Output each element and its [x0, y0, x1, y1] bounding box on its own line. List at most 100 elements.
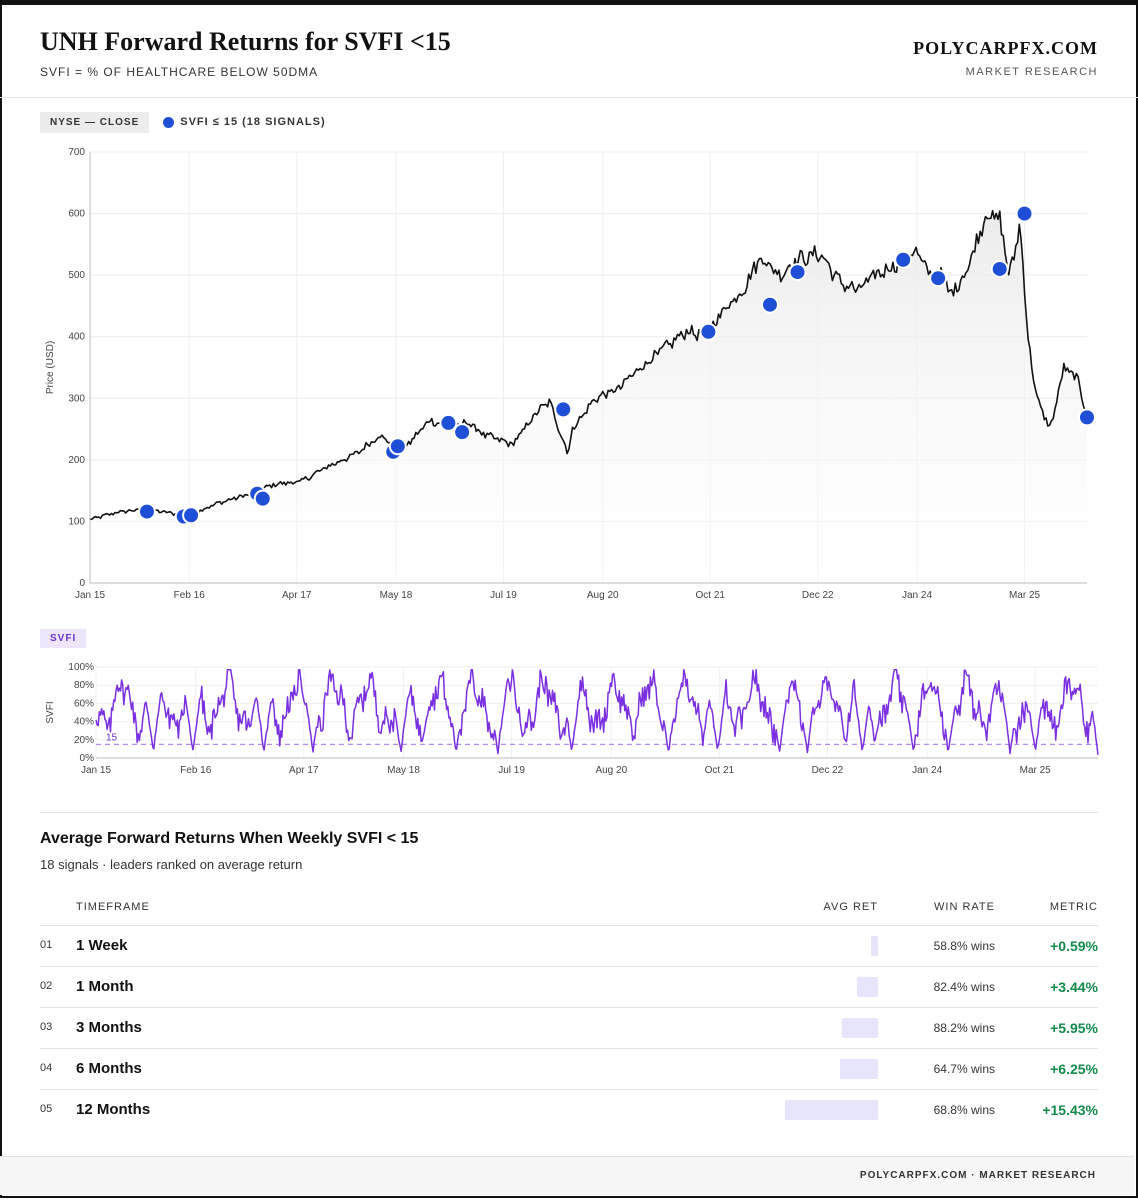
- price-x-tick-label: Aug 20: [587, 590, 619, 601]
- row-metric: +15.43%: [1042, 1102, 1098, 1118]
- svfi-y-axis-label: SVFI: [45, 701, 56, 723]
- row-timeframe: 12 Months: [76, 1101, 151, 1118]
- brand-tagline: MARKET RESEARCH: [965, 66, 1098, 78]
- avg-return-bar: [842, 1018, 878, 1038]
- table-row: 02 1 Month 82.4% wins +3.44%: [40, 966, 1098, 1008]
- signal-marker: [1015, 204, 1034, 223]
- signal-marker: [388, 437, 407, 456]
- page-footer: POLYCARPFX.COM · MARKET RESEARCH: [0, 1156, 1134, 1195]
- svfi-x-tick-label: Jan 15: [81, 765, 111, 776]
- signal-marker: [699, 322, 718, 341]
- avg-return-bar: [871, 936, 878, 956]
- signal-marker: [929, 269, 948, 288]
- svfi-x-tick-label: May 18: [387, 765, 420, 776]
- svfi-x-tick-label: Apr 17: [289, 765, 319, 776]
- row-win-rate: 64.7% wins: [933, 1062, 995, 1076]
- price-y-tick-label: 300: [68, 393, 85, 404]
- svfi-x-tick-label: Oct 21: [705, 765, 735, 776]
- price-y-tick-label: 100: [68, 516, 85, 527]
- row-index: 03: [40, 1021, 53, 1033]
- price-x-tick-label: Mar 25: [1009, 590, 1041, 601]
- price-x-tick-label: Apr 17: [282, 590, 312, 601]
- row-timeframe: 6 Months: [76, 1060, 142, 1077]
- svfi-chart: 15 0% 20% 40% 60% 80% 100% Jan 15 Feb 16 Apr 17 M…: [45, 662, 1099, 776]
- brand-name: POLYCARPFX.COM: [913, 38, 1098, 58]
- svfi-y-tick-label: 60%: [74, 698, 94, 709]
- row-index: 01: [40, 939, 53, 951]
- returns-table-subtitle: 18 signals · leaders ranked on average r…: [40, 857, 303, 872]
- price-x-tick-label: Oct 21: [696, 590, 726, 601]
- table-row: 01 1 Week 58.8% wins +0.59%: [40, 925, 1098, 967]
- row-win-rate: 82.4% wins: [933, 980, 995, 994]
- price-y-tick-label: 500: [68, 270, 85, 281]
- exchange-tag: NYSE — CLOSE: [40, 111, 150, 133]
- price-chart-legend: NYSE — CLOSE SVFI ≤ 15 (18 SIGNALS): [40, 110, 326, 134]
- column-header-avg-ret: AVG RET: [823, 901, 878, 913]
- table-row: 04 6 Months 64.7% wins +6.25%: [40, 1048, 1098, 1090]
- svfi-x-tick-label: Jul 19: [498, 765, 525, 776]
- column-header-win-rate: WIN RATE: [934, 901, 995, 913]
- column-header-timeframe: TIMEFRAME: [76, 901, 150, 913]
- price-x-tick-label: Feb 16: [174, 590, 206, 601]
- price-x-tick-label: Jan 24: [902, 590, 932, 601]
- svfi-y-tick-label: 100%: [68, 662, 94, 673]
- svfi-x-tick-label: Dec 22: [812, 765, 844, 776]
- row-win-rate: 58.8% wins: [933, 939, 995, 953]
- row-index: 04: [40, 1062, 53, 1074]
- svfi-x-tick-label: Aug 20: [595, 765, 627, 776]
- row-timeframe: 3 Months: [76, 1019, 142, 1036]
- row-timeframe: 1 Week: [76, 937, 128, 954]
- svfi-y-tick-label: 0%: [80, 753, 95, 764]
- signal-marker: [1078, 408, 1096, 427]
- price-y-tick-label: 700: [68, 147, 85, 158]
- price-x-tick-label: Jan 15: [75, 590, 105, 601]
- table-row: 03 3 Months 88.2% wins +5.95%: [40, 1007, 1098, 1049]
- signal-marker: [182, 506, 201, 525]
- table-row: 05 12 Months 68.8% wins +15.43%: [40, 1089, 1098, 1131]
- svfi-line: [95, 668, 1099, 755]
- row-win-rate: 68.8% wins: [933, 1103, 995, 1117]
- svfi-threshold-label: 15: [106, 732, 118, 743]
- page-subtitle: SVFI = % OF HEALTHCARE BELOW 50DMA: [40, 65, 319, 79]
- signal-marker: [253, 489, 272, 508]
- price-chart: 0 100 200 300 400 500 600 700 Jan 15 Feb 16 Apr 17…: [45, 147, 1096, 601]
- price-x-tick-label: Jul 19: [490, 590, 517, 601]
- row-index: 02: [40, 980, 53, 992]
- row-metric: +3.44%: [1050, 979, 1098, 995]
- returns-table-title: Average Forward Returns When Weekly SVFI…: [40, 830, 419, 847]
- row-timeframe: 1 Month: [76, 978, 134, 995]
- page-title: UNH Forward Returns for SVFI <15: [40, 27, 451, 56]
- signal-marker: [453, 423, 472, 442]
- svfi-x-tick-label: Jan 24: [912, 765, 942, 776]
- avg-return-bar: [857, 977, 878, 997]
- row-index: 05: [40, 1103, 53, 1115]
- footer-text: POLYCARPFX.COM · MARKET RESEARCH: [859, 1170, 1096, 1181]
- row-metric: +0.59%: [1050, 938, 1098, 954]
- price-y-tick-label: 400: [68, 332, 85, 343]
- row-metric: +6.25%: [1050, 1061, 1098, 1077]
- signal-legend-label: SVFI ≤ 15 (18 SIGNALS): [180, 116, 326, 128]
- top-border: [0, 0, 1138, 5]
- price-y-tick-label: 600: [68, 209, 85, 220]
- avg-return-bar: [840, 1059, 878, 1079]
- price-y-tick-label: 200: [68, 455, 85, 466]
- price-y-axis-label: Price (USD): [45, 341, 56, 394]
- price-x-tick-label: Dec 22: [802, 590, 834, 601]
- avg-return-bar: [785, 1100, 878, 1120]
- svfi-y-tick-label: 80%: [74, 680, 94, 691]
- signal-marker: [137, 502, 156, 521]
- row-win-rate: 88.2% wins: [933, 1021, 995, 1035]
- signal-dot-icon: [163, 116, 175, 128]
- page-header: UNH Forward Returns for SVFI <15 SVFI = …: [0, 5, 1138, 98]
- svfi-panel-tag: SVFI: [40, 629, 87, 648]
- svfi-x-tick-label: Mar 25: [1020, 765, 1052, 776]
- signal-marker: [760, 295, 779, 314]
- section-divider: [40, 812, 1098, 813]
- svfi-x-tick-label: Feb 16: [180, 765, 212, 776]
- signal-marker: [788, 263, 807, 282]
- svfi-y-tick-label: 40%: [74, 717, 94, 728]
- price-x-tick-label: May 18: [380, 590, 413, 601]
- column-header-metric: METRIC: [1049, 901, 1098, 913]
- signal-marker: [554, 400, 573, 419]
